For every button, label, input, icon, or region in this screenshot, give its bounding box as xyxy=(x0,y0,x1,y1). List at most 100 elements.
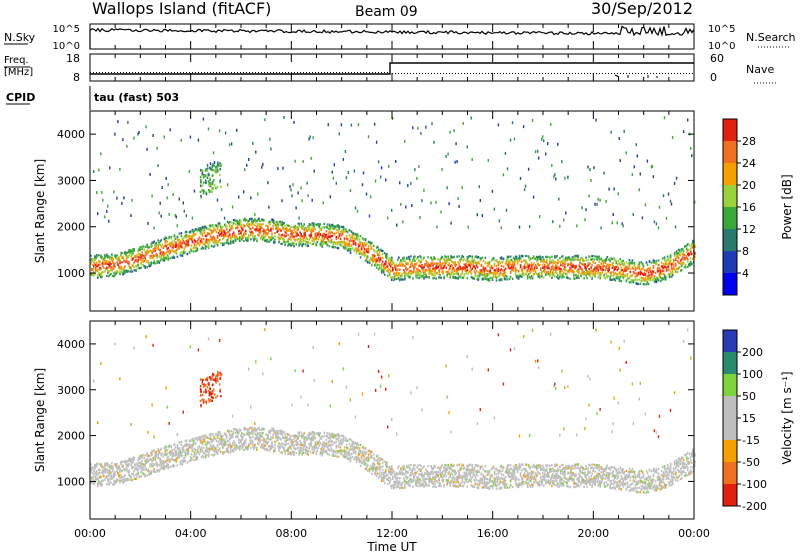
power-cell xyxy=(662,257,664,259)
velocity-cell xyxy=(220,451,222,453)
power-cell xyxy=(432,274,434,276)
velocity-cell xyxy=(106,475,108,477)
nave-label: Nave xyxy=(746,63,774,76)
power-cell xyxy=(445,267,447,269)
power-cell xyxy=(530,258,532,260)
power-cell xyxy=(566,274,568,276)
power-cell xyxy=(164,136,165,139)
power-cell xyxy=(348,171,349,174)
power-cell xyxy=(349,234,351,236)
power-cell xyxy=(416,276,418,278)
power-cell xyxy=(479,263,481,265)
power-cell xyxy=(634,262,636,264)
power-cell xyxy=(515,272,517,274)
power-cell xyxy=(122,138,123,141)
power-cell xyxy=(139,259,141,261)
power-cell xyxy=(578,277,580,279)
power-cell xyxy=(489,279,491,281)
power-cell xyxy=(589,256,591,258)
power-cell xyxy=(681,269,683,271)
power-cell xyxy=(274,241,276,243)
power-cell xyxy=(374,255,376,257)
power-cell xyxy=(207,177,209,179)
power-cell xyxy=(300,223,302,225)
power-cell xyxy=(630,271,632,273)
power-cell xyxy=(600,226,601,229)
power-cell xyxy=(228,243,230,245)
power-cell xyxy=(475,275,477,277)
power-cell xyxy=(613,262,615,264)
power-cell xyxy=(264,236,266,238)
power-cell xyxy=(477,213,478,216)
power-cell xyxy=(385,261,387,263)
power-cell xyxy=(254,213,255,216)
power-cell xyxy=(227,239,229,241)
power-cell xyxy=(687,258,689,260)
velocity-cell xyxy=(216,449,218,451)
power-cell xyxy=(177,224,178,227)
power-cell xyxy=(650,267,652,269)
power-cell xyxy=(182,247,184,249)
power-cell xyxy=(397,269,399,271)
power-cell xyxy=(375,180,376,183)
power-cell xyxy=(638,273,640,275)
velocity-cell xyxy=(150,472,152,474)
power-cell xyxy=(509,263,511,265)
power-cell xyxy=(159,262,161,264)
power-cell xyxy=(591,276,593,278)
power-cell xyxy=(540,256,542,258)
power-cell xyxy=(377,259,379,261)
velocity-cell xyxy=(159,464,161,466)
power-cell xyxy=(365,238,367,240)
power-cell xyxy=(220,242,222,244)
cpid-value: tau (fast) 503 xyxy=(94,91,179,104)
power-cell xyxy=(200,179,202,181)
power-cell xyxy=(546,259,548,261)
velocity-cell xyxy=(111,474,113,476)
power-cell xyxy=(304,243,306,245)
power-cell xyxy=(417,256,419,258)
power-cell xyxy=(433,277,435,279)
power-cell xyxy=(537,259,539,261)
power-cell xyxy=(331,239,333,241)
power-cell xyxy=(281,199,282,202)
power-cell xyxy=(200,181,202,183)
power-ylabel: Slant Range [km] xyxy=(33,159,47,263)
power-cell xyxy=(346,247,348,249)
power-cell xyxy=(607,275,609,277)
power-cell xyxy=(691,154,692,157)
power-cell xyxy=(668,258,670,260)
power-cell xyxy=(467,277,469,279)
power-cell xyxy=(551,256,553,258)
power-cell xyxy=(404,140,405,143)
power-cell xyxy=(458,263,460,265)
power-cell xyxy=(470,255,472,257)
power-cell xyxy=(294,160,295,163)
power-cell xyxy=(595,270,597,272)
power-cell xyxy=(396,224,397,227)
velocity-cell xyxy=(190,345,191,348)
power-cell xyxy=(660,269,662,271)
power-ytick-label: 4000 xyxy=(57,128,85,141)
power-cell xyxy=(391,279,393,281)
power-cell xyxy=(692,258,694,260)
velocity-cell xyxy=(181,444,183,446)
power-cell xyxy=(142,258,144,260)
power-cell xyxy=(456,256,458,258)
power-cell xyxy=(144,257,146,259)
power-cell xyxy=(542,264,544,266)
power-cell xyxy=(474,270,476,272)
power-cell xyxy=(654,275,656,277)
power-cell xyxy=(364,248,366,250)
power-cell xyxy=(213,179,215,181)
power-cell xyxy=(671,266,673,268)
power-cell xyxy=(101,276,103,278)
power-cell xyxy=(493,274,495,276)
power-cell xyxy=(292,232,294,234)
power-cell xyxy=(572,256,574,258)
velocity-cell xyxy=(166,466,168,468)
power-cell xyxy=(300,186,301,189)
velocity-cell xyxy=(232,436,234,438)
power-cell xyxy=(265,225,267,227)
